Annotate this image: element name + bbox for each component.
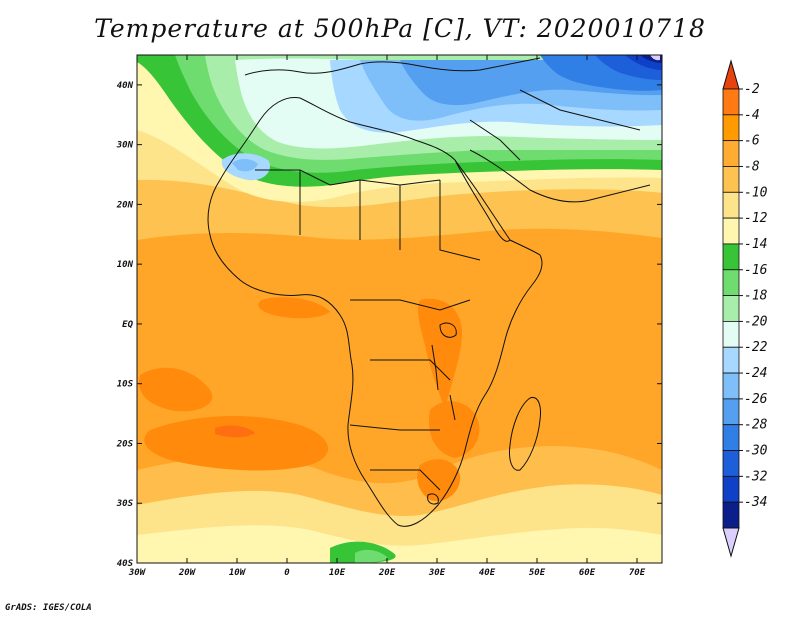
lat-tick-label: 30N xyxy=(116,141,134,151)
lon-tick-label: 60E xyxy=(579,568,596,578)
warm-patch-atlantic xyxy=(139,367,213,412)
white-speck xyxy=(650,55,660,61)
colorbar-label: -12 xyxy=(744,211,768,226)
colorbar-swatch xyxy=(722,398,740,426)
colorbar-label: -6 xyxy=(744,134,760,149)
lon-tick-label: 50E xyxy=(529,568,546,578)
colorbar-label: -32 xyxy=(744,469,768,484)
colorbar-swatch xyxy=(722,166,740,193)
colorbar-swatch xyxy=(722,321,740,348)
lon-tick-label: 10E xyxy=(329,568,346,578)
map-frame xyxy=(136,54,663,564)
border-7 xyxy=(370,359,451,381)
lon-tick-label: 70E xyxy=(629,568,646,578)
colorbar-label: -18 xyxy=(744,289,768,304)
lon-tick-label: 30W xyxy=(128,568,147,578)
colorbar-swatch xyxy=(722,424,740,451)
colorbar-label: -2 xyxy=(744,82,760,97)
band-south-12 xyxy=(137,525,662,563)
colorbar-swatch xyxy=(722,450,740,477)
border-11 xyxy=(469,119,521,161)
colorbar-swatch xyxy=(722,372,740,400)
lat-tick-label: EQ xyxy=(122,320,133,330)
lesotho xyxy=(427,493,439,505)
border-10 xyxy=(519,89,641,131)
colorbar-swatch xyxy=(722,243,740,271)
colorbar-label: -22 xyxy=(744,340,768,355)
coastline-overlay xyxy=(207,57,651,527)
lon-tick-label: 0 xyxy=(284,568,290,578)
lon-tick-label: 10W xyxy=(229,568,247,578)
lat-tick-label: 30S xyxy=(116,499,134,509)
map-title: Temperature at 500hPa [C], VT: 202001071… xyxy=(94,14,706,43)
colorbar-label: -16 xyxy=(744,263,768,278)
madagascar-coastline xyxy=(509,396,541,471)
warm-patch-congo xyxy=(417,298,463,410)
temperature-field xyxy=(137,55,662,563)
lon-tick-label: 40E xyxy=(479,568,496,578)
lake-tanganyika xyxy=(431,344,439,391)
colorbar-label: -8 xyxy=(744,159,760,174)
red-sea-coast xyxy=(454,159,511,242)
lake-malawi xyxy=(449,394,456,421)
colorbar-label: -14 xyxy=(744,237,767,252)
border-9 xyxy=(370,469,441,491)
longitude-axis: 30W 20W 10W 0 10E 20E 30E 40E 50E 60E 70E xyxy=(128,55,646,578)
cold-pocket-sahara-2 xyxy=(232,158,258,172)
colorbar-swatch xyxy=(722,114,740,142)
colorbar-swatch xyxy=(722,346,740,374)
latitude-axis: 40N 30N 20N 10N EQ 10S 20S 30S 40S xyxy=(116,81,662,569)
border-6 xyxy=(350,299,471,311)
africa-coastline xyxy=(207,96,543,527)
colorbar-bottom-arrow xyxy=(722,527,740,558)
lon-tick-label: 20W xyxy=(178,568,197,578)
colorbar-label: -34 xyxy=(744,495,767,510)
grads-credit: GrADS: IGES/COLA xyxy=(5,603,92,613)
colorbar: -2 -4 -6 -8 -10 -12 -14 -16 -18 -20 -22 -24 -26 -28 -3… xyxy=(722,59,768,558)
lake-victoria xyxy=(439,322,457,338)
colorbar-label: -20 xyxy=(744,314,768,329)
colorbar-swatch xyxy=(722,140,740,167)
lat-tick-label: 40N xyxy=(117,81,134,91)
warm-patch-south-atlantic xyxy=(144,415,329,471)
lat-tick-label: 40S xyxy=(117,559,134,569)
lat-tick-label: 10S xyxy=(117,380,134,390)
colorbar-top-arrow xyxy=(722,59,740,90)
colorbar-label: -10 xyxy=(744,185,768,200)
colorbar-swatch xyxy=(722,217,740,245)
colorbar-label: -4 xyxy=(744,108,760,123)
band-south-16 xyxy=(355,549,388,563)
lon-tick-label: 20E xyxy=(378,568,396,578)
border-1 xyxy=(255,169,441,186)
europe-coastline xyxy=(244,57,541,76)
warm-patch-east xyxy=(258,297,330,319)
lat-tick-label: 10N xyxy=(117,260,134,270)
colorbar-label: -24 xyxy=(744,366,767,381)
colorbar-swatch xyxy=(722,269,740,296)
lat-tick-label: 20S xyxy=(116,439,134,449)
colorbar-label: -26 xyxy=(744,392,768,407)
warm-patch-southafrica xyxy=(417,459,461,502)
lon-tick-label: 30E xyxy=(428,568,446,578)
arabian-coastline xyxy=(469,149,651,203)
colorbar-swatch xyxy=(722,475,740,503)
colorbar-swatch xyxy=(722,295,740,322)
colorbar-label: -30 xyxy=(744,444,768,459)
colorbar-swatch xyxy=(722,191,740,219)
colorbar-swatch xyxy=(722,88,740,116)
colorbar-label: -28 xyxy=(744,418,768,433)
warm-patch-core xyxy=(215,425,255,438)
border-8 xyxy=(349,424,440,431)
colorbar-swatch xyxy=(722,501,740,529)
lat-tick-label: 20N xyxy=(116,200,134,210)
border-5 xyxy=(439,180,481,261)
